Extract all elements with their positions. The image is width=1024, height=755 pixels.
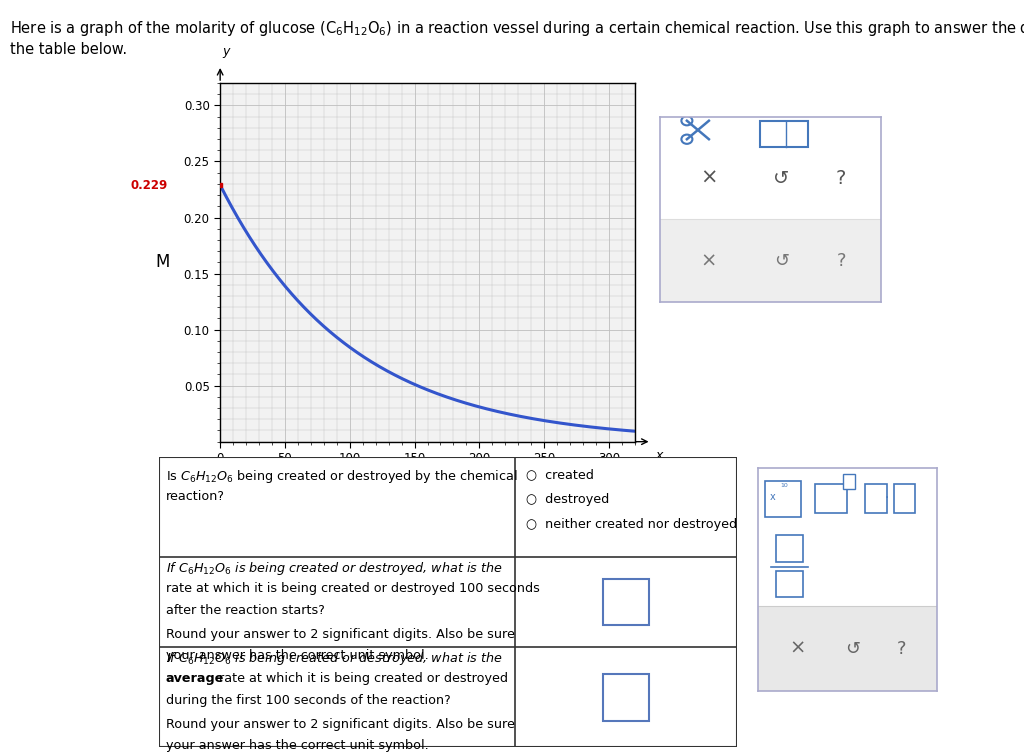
Text: x: x bbox=[655, 448, 663, 462]
Text: x: x bbox=[770, 492, 776, 502]
Text: ○  destroyed: ○ destroyed bbox=[526, 493, 609, 506]
Text: after the reaction starts?: after the reaction starts? bbox=[166, 603, 325, 617]
Bar bbox=[765, 482, 801, 517]
Text: ○  neither created nor destroyed: ○ neither created nor destroyed bbox=[526, 518, 737, 531]
Text: reaction?: reaction? bbox=[166, 490, 224, 503]
Text: 0.229: 0.229 bbox=[130, 178, 167, 192]
Text: your answer has the correct unit symbol.: your answer has the correct unit symbol. bbox=[166, 738, 428, 752]
Bar bbox=[865, 484, 887, 513]
Text: ↺: ↺ bbox=[773, 168, 790, 187]
Text: Here is a graph of the molarity of glucose $\left(\mathsf{C_6H_{12}O_6}\right)$ : Here is a graph of the molarity of gluco… bbox=[10, 19, 1024, 38]
Text: Is $C_6H_{12}O_6$ being created or destroyed by the chemical: Is $C_6H_{12}O_6$ being created or destr… bbox=[166, 468, 517, 485]
Text: ?: ? bbox=[837, 252, 846, 270]
Text: 10: 10 bbox=[780, 483, 787, 488]
Bar bbox=[603, 579, 649, 625]
Text: ↺: ↺ bbox=[845, 639, 860, 658]
Bar bbox=[894, 484, 915, 513]
Text: ×: × bbox=[700, 168, 718, 188]
Text: ?: ? bbox=[836, 168, 846, 187]
Bar bbox=[815, 484, 848, 513]
Bar bbox=[758, 606, 937, 691]
X-axis label: seconds: seconds bbox=[389, 473, 466, 492]
Bar bbox=[776, 571, 803, 597]
Bar bbox=[843, 473, 855, 489]
Text: the table below.: the table below. bbox=[10, 42, 127, 57]
Text: your answer has the correct unit symbol.: your answer has the correct unit symbol. bbox=[166, 649, 428, 661]
Text: ○  created: ○ created bbox=[526, 468, 594, 482]
Bar bbox=[760, 121, 808, 146]
Bar bbox=[776, 535, 803, 562]
Text: M: M bbox=[155, 254, 169, 271]
Text: during the first 100 seconds of the reaction?: during the first 100 seconds of the reac… bbox=[166, 694, 451, 707]
Text: rate at which it is being created or destroyed 100 seconds: rate at which it is being created or des… bbox=[166, 582, 540, 595]
Text: ×: × bbox=[790, 639, 805, 658]
Text: Round your answer to 2 significant digits. Also be sure: Round your answer to 2 significant digit… bbox=[166, 628, 514, 641]
Text: ·: · bbox=[885, 492, 889, 505]
Text: average: average bbox=[166, 672, 224, 685]
Bar bbox=[603, 674, 649, 720]
Text: If $C_6H_{12}O_6$ is being created or destroyed, what is the: If $C_6H_{12}O_6$ is being created or de… bbox=[166, 560, 503, 577]
Text: Round your answer to 2 significant digits. Also be sure: Round your answer to 2 significant digit… bbox=[166, 719, 514, 732]
Text: rate at which it is being created or destroyed: rate at which it is being created or des… bbox=[215, 672, 508, 685]
Text: ↺: ↺ bbox=[774, 252, 790, 270]
Text: ?: ? bbox=[896, 639, 906, 658]
Text: ×: × bbox=[700, 252, 717, 271]
Bar bbox=[660, 219, 881, 302]
Text: y: y bbox=[222, 45, 229, 58]
Text: If $C_6H_{12}O_6$ is being created or destroyed, what is the: If $C_6H_{12}O_6$ is being created or de… bbox=[166, 650, 503, 667]
